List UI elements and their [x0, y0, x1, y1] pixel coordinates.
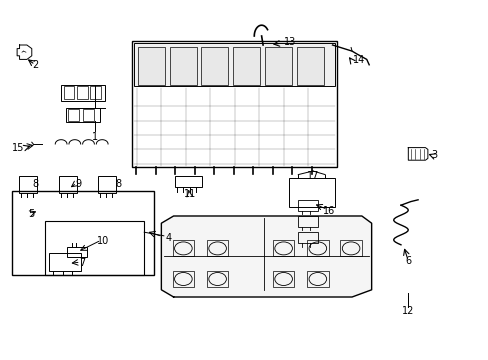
Bar — [296, 47, 323, 85]
Bar — [138, 47, 164, 85]
Text: 13: 13 — [283, 37, 295, 48]
Text: 17: 17 — [306, 171, 319, 181]
Text: 14: 14 — [352, 55, 365, 66]
Bar — [169, 47, 196, 85]
Bar — [306, 240, 328, 256]
Text: 12: 12 — [401, 306, 414, 316]
Bar — [68, 109, 79, 121]
Bar — [172, 271, 194, 287]
Bar — [45, 221, 144, 275]
Bar — [77, 86, 87, 99]
Bar — [63, 86, 74, 99]
Text: 2: 2 — [32, 60, 38, 70]
Bar — [90, 86, 101, 99]
Text: 3: 3 — [431, 150, 437, 160]
Bar — [67, 247, 87, 257]
Bar — [233, 47, 260, 85]
Text: 8: 8 — [32, 179, 38, 189]
Bar — [298, 232, 317, 243]
Bar — [19, 176, 37, 193]
Bar — [298, 200, 317, 211]
Text: 8: 8 — [115, 179, 121, 189]
Text: 15: 15 — [12, 143, 24, 153]
Bar — [206, 271, 228, 287]
Bar — [298, 216, 317, 227]
Bar — [175, 176, 202, 187]
Text: 6: 6 — [405, 256, 410, 266]
Bar — [201, 47, 228, 85]
Bar — [264, 47, 291, 85]
Text: 1: 1 — [92, 132, 98, 142]
Bar — [12, 191, 154, 275]
Text: 4: 4 — [165, 233, 171, 243]
Bar — [98, 176, 116, 193]
Bar — [49, 253, 81, 271]
Text: 9: 9 — [75, 179, 81, 189]
Text: 10: 10 — [96, 236, 109, 246]
Bar — [340, 240, 361, 256]
Text: 11: 11 — [183, 189, 196, 199]
Bar — [288, 178, 334, 207]
Text: 16: 16 — [322, 206, 334, 216]
Bar — [134, 43, 334, 86]
Bar — [272, 240, 294, 256]
Text: 5: 5 — [29, 209, 35, 219]
Text: 7: 7 — [79, 258, 85, 268]
Bar — [61, 85, 105, 101]
Bar — [172, 240, 194, 256]
Bar — [132, 41, 337, 167]
Bar — [59, 176, 77, 193]
Bar — [272, 271, 294, 287]
Bar — [83, 109, 94, 121]
Bar — [206, 240, 228, 256]
Bar — [66, 108, 100, 122]
Polygon shape — [161, 216, 371, 297]
Bar — [306, 271, 328, 287]
